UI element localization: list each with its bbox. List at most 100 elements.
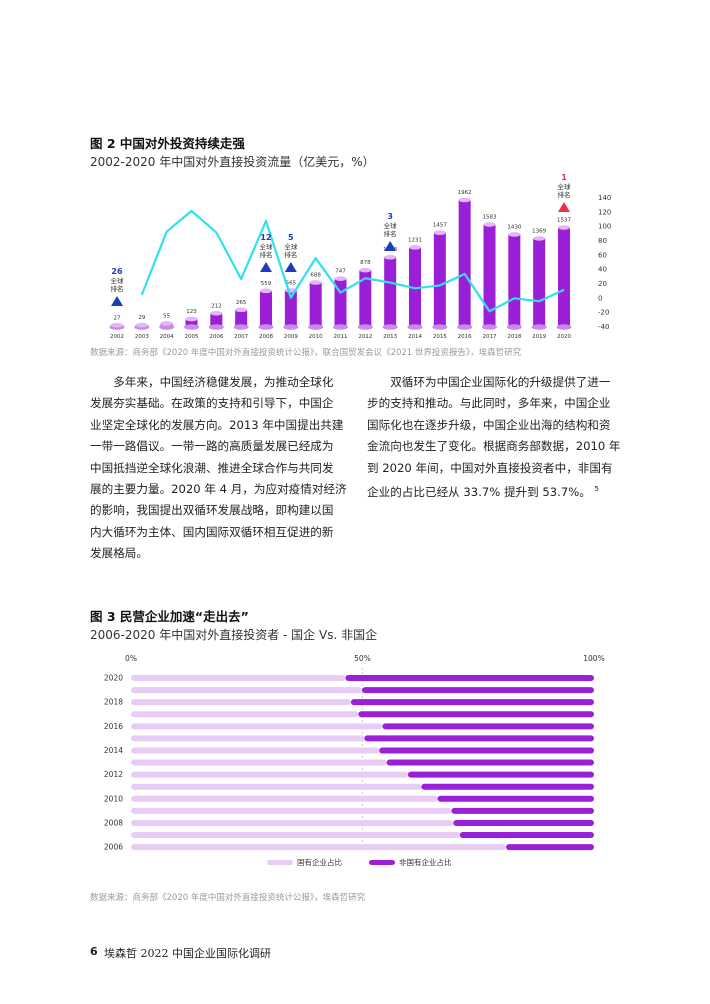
- private-share-bar-2009: [451, 807, 594, 814]
- y-tick-label: 2018: [104, 698, 123, 707]
- bar-top: [384, 254, 397, 260]
- footer-title: 埃森哲 2022 中国企业国际化调研: [104, 947, 271, 960]
- bar-base: [482, 324, 497, 330]
- bar-2012: [359, 270, 372, 327]
- bar-2013: [384, 257, 397, 327]
- bar-base: [357, 324, 373, 330]
- paragraph-line: 企业的占比已经从 33.7% 提升到 53.7%。 5: [367, 484, 599, 499]
- y-tick-label: 2014: [104, 746, 123, 755]
- bar-top: [458, 197, 471, 203]
- x-tick-label: 2011: [334, 334, 348, 340]
- bar-value-label: 29: [138, 315, 145, 321]
- state-share-bar-2008: [131, 819, 454, 826]
- bar-top: [533, 236, 546, 241]
- y2-tick-label: -20: [598, 309, 609, 317]
- bar-top: [483, 222, 496, 227]
- y-tick-label: 2008: [104, 818, 123, 827]
- paragraph-line: 步的支持和推动。与此同时，多年来，中国企业: [367, 396, 611, 411]
- bar-base: [258, 324, 274, 330]
- x-tick-label: 2010: [309, 334, 323, 340]
- bar-base: [159, 324, 175, 330]
- y-tick-label: 2016: [104, 722, 123, 731]
- footnote-mark: 5: [594, 485, 599, 494]
- rank-label-line1: 全球: [384, 221, 398, 230]
- bar-2019: [533, 238, 546, 327]
- bar-top: [260, 288, 272, 294]
- x-tick-label: 2017: [483, 334, 497, 340]
- state-share-bar-2016: [131, 723, 383, 730]
- bar-value-label: 212: [211, 303, 222, 309]
- rank-label-line1: 全球: [260, 242, 274, 251]
- bar-2014: [409, 247, 421, 327]
- state-share-bar-2013: [131, 759, 387, 766]
- rank-triangle: [284, 262, 297, 272]
- bar-base: [382, 324, 398, 330]
- x-tick-label: 2020: [557, 334, 571, 340]
- state-share-bar-2014: [131, 747, 380, 754]
- paragraph-line: 到 2020 年间，中国对外直接投资者中，非国有: [367, 460, 613, 475]
- paragraph-line: 的影响，我国提出双循环发展战略，即构建以国: [90, 503, 334, 518]
- y2-tick-label: 0: [598, 294, 602, 302]
- bar-2005: [185, 319, 198, 327]
- bar-top: [409, 245, 421, 250]
- x-tick-label: 2005: [185, 334, 199, 340]
- bar-value-label: 688: [310, 272, 321, 278]
- body-left-paragraph: 多年来，中国经济稳健发展，为推动全球化 发展夯实基础。在政策的支持和引导下，中国企…: [90, 372, 352, 565]
- private-share-bar-2014: [379, 747, 594, 754]
- paragraph-line: 发展夯实基础。在政策的支持和引导下，中国企: [90, 396, 334, 411]
- bar-base: [308, 324, 324, 330]
- bar-top: [135, 322, 148, 328]
- state-share-bar-2007: [131, 832, 460, 839]
- state-share-bar-2012: [131, 771, 408, 778]
- private-share-bar-2006: [506, 844, 594, 851]
- bar-base: [184, 324, 199, 330]
- fdi-flow-chart: 2720022920035520041232005212200626520075…: [109, 173, 611, 340]
- paragraph-line: 中国抵挡逆全球化浪潮、推进全球合作与共同发: [90, 460, 334, 475]
- x-tick-label: 2008: [259, 334, 273, 340]
- x-tick-label: 2003: [135, 334, 149, 340]
- bar-value-label: 565: [286, 280, 297, 286]
- y-tick-label: 2006: [104, 843, 123, 852]
- bar-top: [309, 280, 322, 285]
- y2-tick-label: 60: [598, 251, 607, 259]
- bar-base: [556, 324, 572, 330]
- x-tick-label: 2004: [160, 334, 174, 340]
- rank-label-line2: 排名: [284, 250, 297, 259]
- y2-tick-label: 120: [598, 208, 611, 216]
- bar-base: [208, 324, 224, 330]
- bar-value-label: 747: [335, 269, 346, 275]
- bar-base: [333, 324, 348, 330]
- bar-top: [334, 276, 347, 281]
- paragraph-line: 展的主要力量。2020 年 4 月，为应对疫情对经济: [90, 482, 347, 497]
- private-share-bar-2016: [382, 723, 594, 730]
- rank-number: 26: [111, 267, 123, 276]
- rank-label-line2: 排名: [384, 229, 397, 238]
- bar-value-label: 27: [114, 315, 121, 321]
- private-share-bar-2010: [437, 795, 594, 802]
- x-tick-label: 2019: [532, 334, 546, 340]
- figure2-title: 图 2 中国对外投资持续走强: [90, 136, 245, 151]
- private-share-bar-2015: [364, 735, 594, 742]
- rank-label-line1: 全球: [111, 276, 125, 285]
- x-tick-label: 2002: [110, 334, 124, 340]
- bar-2020: [558, 227, 570, 327]
- bar-value-label: 265: [236, 300, 247, 306]
- x-tick-label: 2018: [507, 334, 521, 340]
- bar-top: [558, 225, 570, 230]
- bar-top: [160, 321, 173, 326]
- bar-top: [235, 307, 248, 313]
- bar-base: [407, 324, 423, 330]
- private-share-bar-2013: [386, 759, 594, 766]
- y2-tick-label: 40: [598, 266, 607, 274]
- bar-top: [185, 316, 198, 322]
- bar-value-label: 1583: [483, 215, 497, 221]
- page-number: 6: [90, 945, 98, 958]
- figure2-source: 数据来源：商务部《2020 年度中国对外直接投资统计公报》，联合国贸发会议《20…: [90, 348, 522, 358]
- bar-value-label: 55: [163, 313, 170, 319]
- bar-2017: [483, 224, 496, 327]
- y2-tick-label: 20: [598, 280, 607, 288]
- rank-number: 3: [387, 212, 393, 221]
- legend-label-state: 国有企业占比: [297, 857, 342, 867]
- y2-tick-label: -40: [598, 323, 609, 331]
